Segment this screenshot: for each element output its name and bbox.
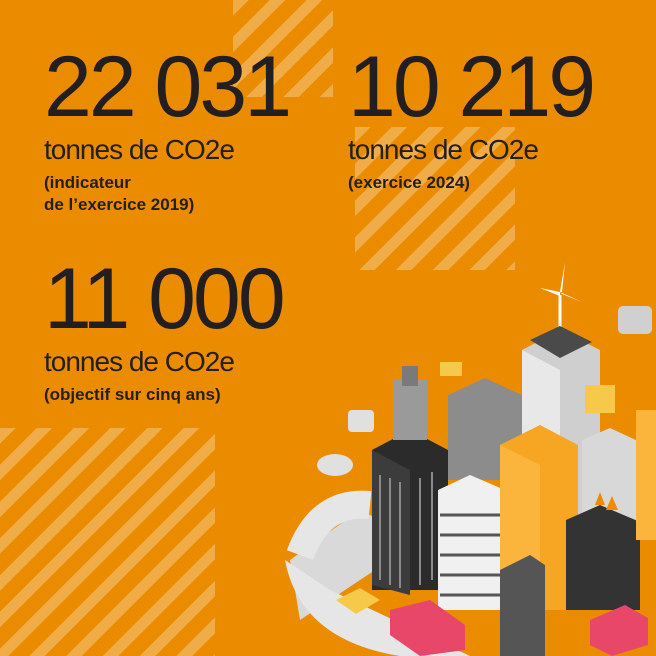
stripe-pattern <box>233 0 333 97</box>
stat-unit: tonnes de CO2e <box>348 134 539 165</box>
stat-target: 11 000 tonnes de CO2e (objectif sur cinq… <box>44 251 286 406</box>
stat-unit: tonnes de CO2e <box>44 346 235 377</box>
stat-value: 11 000 <box>44 251 286 347</box>
stat-note: (exercice 2024) <box>348 173 470 192</box>
stat-2019: 22 031 tonnes de CO2e (indicateur de l’e… <box>44 39 292 216</box>
stripe-pattern <box>0 428 215 656</box>
stat-note: (objectif sur cinq ans) <box>44 385 221 404</box>
stat-2024: 10 219 tonnes de CO2e (exercice 2024) <box>348 39 596 194</box>
stat-value: 22 031 <box>44 39 292 135</box>
stat-value: 10 219 <box>348 39 596 135</box>
stat-note: (indicateur de l’exercice 2019) <box>44 173 195 214</box>
stripe-pattern <box>355 127 515 270</box>
stat-unit: tonnes de CO2e <box>44 134 235 165</box>
